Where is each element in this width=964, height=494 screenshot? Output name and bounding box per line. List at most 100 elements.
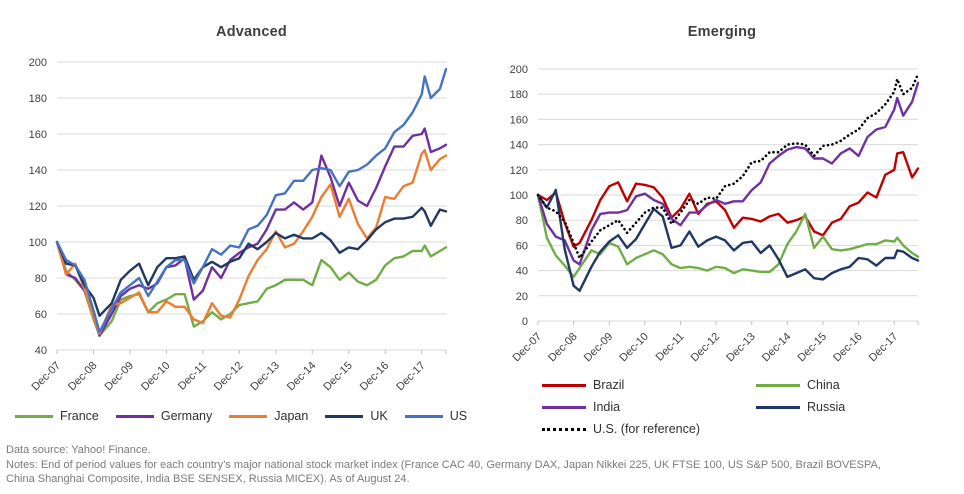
advanced-chart-card: Advanced 200 180 160 140 120 100 80 60 40 Dec-07 D… — [0, 0, 482, 440]
legend-item-uk: UK — [325, 409, 388, 423]
y-gridlines — [538, 68, 918, 322]
charts-row: Advanced 200 180 160 140 120 100 80 60 40 Dec-07 D… — [0, 0, 964, 440]
legend-item-russia: Russia — [756, 400, 845, 414]
france-line-swatch — [14, 414, 53, 418]
us-reference-dotted-line-swatch — [542, 427, 586, 431]
legend-item-brazil: Brazil — [542, 378, 756, 392]
x-tick-label: Dec-10 — [617, 331, 651, 365]
legend-label-brazil: Brazil — [593, 378, 625, 392]
line-uk — [55, 206, 448, 317]
y-tick-label: 180 — [29, 93, 47, 105]
y-tick-label: 80 — [35, 273, 47, 285]
y-tick-label: 60 — [516, 240, 528, 252]
x-tick-label: Dec-09 — [102, 360, 136, 394]
legend-label-russia: Russia — [807, 400, 846, 414]
legend-item-germany: Germany — [115, 409, 213, 423]
y-tick-label: 80 — [516, 215, 528, 227]
y-tick-label: 60 — [35, 309, 47, 321]
y-tick-label: 120 — [510, 165, 528, 177]
y-tick-label: 120 — [29, 201, 47, 213]
x-tick-label: Dec-11 — [176, 360, 209, 393]
x-tick-label: Dec-14 — [285, 360, 319, 394]
x-tick-label: Dec-08 — [66, 360, 100, 394]
legend-label-us: US — [449, 409, 468, 423]
india-line-swatch — [542, 405, 586, 409]
y-tick-label: 180 — [510, 89, 528, 101]
line-japan — [55, 148, 448, 335]
line-france — [55, 240, 448, 337]
notes-line-1: Notes: End of period values for each cou… — [6, 458, 881, 471]
y-gridlines — [57, 61, 446, 351]
legend-item-japan: Japan — [229, 409, 308, 423]
x-tick-label: Dec-07 — [511, 331, 545, 365]
advanced-legend: France Germany Japan UK US — [0, 409, 482, 423]
x-tick-label: Dec-17 — [394, 360, 428, 394]
legend-item-france: France — [14, 409, 99, 423]
x-axis-labels: Dec-07 Dec-08 Dec-09 Dec-10 Dec-11 Dec-12 Dec-… — [30, 360, 428, 394]
x-tick-label: Dec-16 — [831, 331, 865, 365]
x-tick-label: Dec-12 — [212, 360, 246, 394]
china-line-swatch — [756, 383, 800, 387]
data-source-note: Data source: Yahoo! Finance. — [6, 444, 151, 456]
emerging-legend: Brazil China India Russia U.S. (for refe… — [542, 378, 845, 436]
y-tick-label: 100 — [510, 190, 528, 202]
y-tick-label: 140 — [29, 165, 47, 177]
notes-line-2: China Shanghai Composite, India BSE SENS… — [6, 473, 410, 486]
us-line-swatch — [404, 414, 443, 418]
x-tick-label: Dec-17 — [867, 331, 901, 365]
y-tick-label: 200 — [29, 57, 47, 69]
legend-item-india: India — [542, 400, 756, 414]
line-brazil — [536, 150, 920, 248]
legend-item-us: US — [404, 409, 468, 423]
line-germany — [55, 127, 448, 337]
x-tick-label: Dec-12 — [689, 331, 723, 365]
line-us — [55, 67, 448, 334]
legend-label-japan: Japan — [274, 409, 309, 423]
x-axis-ticks — [537, 321, 919, 325]
x-tick-label: Dec-13 — [248, 360, 282, 394]
legend-label-france: France — [59, 409, 99, 423]
legend-item-us-reference: U.S. (for reference) — [542, 422, 756, 436]
x-tick-label: Dec-11 — [654, 331, 687, 364]
x-tick-label: Dec-15 — [321, 360, 355, 394]
uk-line-swatch — [325, 414, 364, 418]
x-tick-label: Dec-10 — [139, 360, 173, 394]
legend-label-china: China — [807, 378, 840, 392]
japan-line-swatch — [229, 414, 268, 418]
figure-footer: Data source: Yahoo! Finance. Notes: End … — [6, 443, 881, 487]
y-tick-label: 40 — [35, 345, 47, 357]
legend-label-us-reference: U.S. (for reference) — [593, 422, 700, 436]
x-axis-labels: Dec-07 Dec-08 Dec-09 Dec-10 Dec-11 Dec-12 Dec-… — [511, 331, 901, 365]
legend-item-china: China — [756, 378, 845, 392]
line-china — [536, 193, 920, 279]
y-tick-label: 0 — [522, 316, 528, 328]
chart-title-advanced: Advanced — [216, 24, 287, 40]
line-u-s-for-reference — [536, 72, 920, 260]
brazil-line-swatch — [542, 383, 586, 387]
germany-line-swatch — [115, 414, 154, 418]
x-tick-label: Dec-15 — [796, 331, 830, 365]
y-tick-label: 200 — [510, 64, 528, 76]
x-tick-label: Dec-08 — [546, 331, 580, 365]
y-tick-label: 140 — [510, 140, 528, 152]
y-tick-label: 40 — [516, 266, 528, 278]
russia-line-swatch — [756, 405, 800, 409]
y-tick-label: 20 — [516, 291, 528, 303]
line-india — [536, 81, 920, 266]
emerging-chart-card: Emerging 200 180 160 140 120 100 80 60 40 20 0 Dec-… — [482, 0, 964, 440]
legend-label-germany: Germany — [160, 409, 213, 423]
x-tick-label: Dec-09 — [582, 331, 616, 365]
y-tick-label: 160 — [510, 114, 528, 126]
series-lines — [536, 72, 920, 292]
y-axis-labels: 200 180 160 140 120 100 80 60 40 — [29, 57, 47, 357]
x-axis-ticks — [56, 350, 447, 354]
y-tick-label: 100 — [29, 237, 47, 249]
legend-label-uk: UK — [370, 409, 388, 423]
x-tick-label: Dec-07 — [30, 360, 64, 394]
chart-title-emerging: Emerging — [687, 24, 757, 40]
legend-label-india: India — [593, 400, 621, 414]
